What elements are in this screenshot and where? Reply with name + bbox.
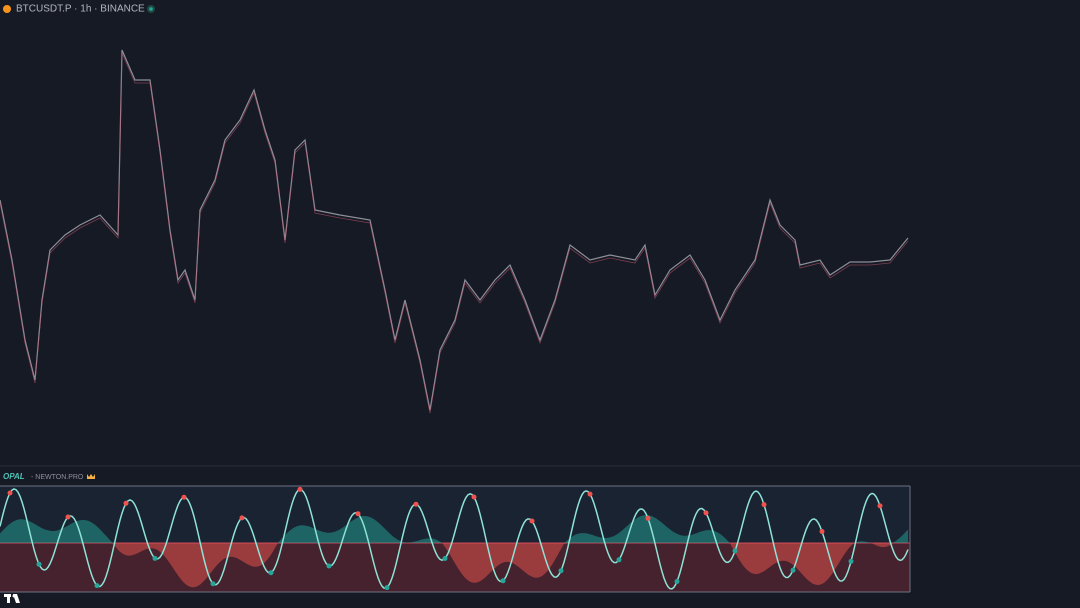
signal-dot [616,557,622,563]
signal-dot [877,503,883,509]
signal-dot [645,515,651,521]
signal-dot [210,581,216,587]
signal-dot [529,518,535,524]
signal-dot [355,511,361,517]
symbol-title: BTCUSDT.P · 1h · BINANCE [16,4,145,15]
signal-dot [326,563,332,569]
signal-dot [384,585,390,591]
indicator-name: OPAL [3,472,25,481]
signal-dot [790,567,796,573]
signal-dot [848,558,854,564]
signal-dot [239,515,245,521]
symbol-icon [3,5,11,13]
signal-dot [36,561,42,567]
price-line [0,49,909,411]
signal-dot [819,529,825,534]
signal-dot [442,556,448,561]
status-dot-core [149,7,153,11]
signal-dot [761,502,767,508]
signal-dot [558,568,564,574]
signal-dot [123,500,129,506]
signal-dot [297,486,303,492]
signal-dot [7,490,13,496]
signal-dot [674,579,680,584]
signal-dot [94,583,100,589]
signal-dot [703,510,709,516]
signal-dot [413,501,419,507]
signal-dot [152,555,158,561]
momentum-up [0,515,908,543]
momentum-down [0,543,908,588]
oscillator-line [0,488,909,590]
signal-dot [587,491,593,497]
signal-dot [471,494,477,500]
price-line-accent [0,52,909,414]
signal-dot [268,570,274,576]
indicator-source: - NEWTON.PRO [31,474,84,481]
logo [4,594,20,603]
crown-icon [87,474,95,479]
signal-dot [732,548,738,554]
signal-dot [65,514,71,520]
oscillator [0,486,909,591]
signal-dot [500,578,506,584]
signal-dot [181,494,187,500]
